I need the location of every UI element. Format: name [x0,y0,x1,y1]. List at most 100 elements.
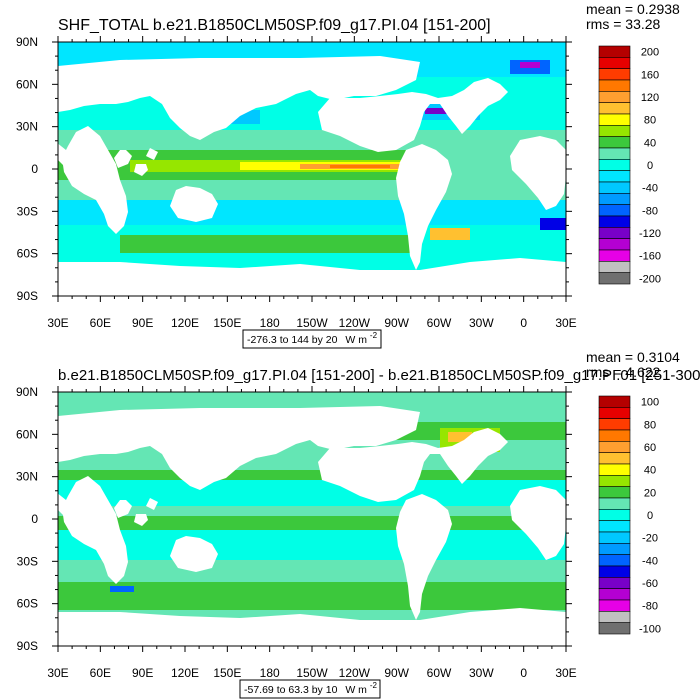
top-y-tick-label: 0 [31,162,38,176]
bottom-colorbar-swatch [598,520,631,533]
top-range-label: -276.3 to 144 by 20 [247,334,338,346]
bottom-colorbar-swatch [598,531,631,544]
top-colorbar-label: -40 [642,183,658,195]
bottom-colorbar-swatch [598,565,631,578]
bottom-colorbar-label: 60 [644,442,656,454]
top-y-tick-labels: 90N 60N 30N 0 30S 60S 90S [16,35,38,303]
top-colorbar-swatch [598,272,631,285]
top-colorbar-swatch [598,238,631,251]
top-colorbar-swatch [598,102,631,115]
bottom-range-box: -57.69 to 63.3 by 10 W m -2 [239,679,381,699]
bottom-y-tick-label: 30N [16,470,38,484]
top-colorbar-label: 40 [644,137,656,149]
top-panel: SHF_TOTAL b.e21.B1850CLM50SP.f09_g17.PI.… [16,1,680,349]
bottom-stat-mean: mean = 0.3104 [586,349,680,365]
top-y-tick-label: 90N [16,35,38,49]
bottom-colorbar-label: 80 [644,419,656,431]
bottom-stat-rms: rms = 4.622 [586,364,661,380]
top-range-box: -276.3 to 144 by 20 W m -2 [242,329,382,349]
top-y-tick-label: 60N [16,77,38,91]
bottom-title: b.e21.B1850CLM50SP.f09_g17.PI.04 [151-20… [58,367,700,384]
top-colorbar-swatch [598,181,631,194]
bottom-colorbar-swatch [598,509,631,521]
bottom-y-tick-label: 60N [16,427,38,441]
bottom-colorbar-swatch [598,577,631,589]
top-y-tick-label: 90S [17,289,38,303]
bottom-colorbar-swatch [598,543,631,555]
top-x-tick-label: 150W [296,316,328,330]
top-colorbar-swatch [598,215,631,228]
top-colorbar-swatch [598,227,631,239]
top-colorbar: 200 160 120 80 40 0 -40 -80 -120 -160 -200 [598,45,661,285]
top-stat-mean: mean = 0.2938 [586,1,680,17]
bottom-map-field [58,392,566,646]
top-colorbar-swatch [598,113,631,126]
bottom-colorbar-label: 40 [644,465,656,477]
top-colorbar-swatch [598,204,631,217]
bottom-colorbar-label: -20 [642,533,658,545]
top-x-tick-labels: 30E 60E 90E 120E 150E 180 150W 120W 90W 60W 30W 0 30… [47,316,576,330]
bottom-axis-ticks [52,386,572,652]
bottom-x-tick-label: 60W [427,666,452,680]
top-colorbar-swatch [598,45,631,58]
bottom-x-tick-label: 150E [213,666,241,680]
top-colorbar-swatch [598,170,631,183]
bottom-colorbar-swatch [598,441,631,453]
bottom-y-tick-label: 90N [16,385,38,399]
top-colorbar-swatch [598,159,631,171]
top-map-field [58,42,566,296]
top-colorbar-swatch [598,147,631,160]
bottom-colorbar-label: -40 [642,555,658,567]
top-colorbar-swatch [598,91,631,103]
top-colorbar-label: 80 [644,115,656,127]
bottom-colorbar-label: 100 [641,397,659,409]
bottom-x-tick-label: 90W [384,666,409,680]
top-stat-rms: rms = 33.28 [586,16,661,32]
bottom-x-tick-label: 90E [132,666,153,680]
top-colorbar-swatch [598,68,631,81]
top-x-tick-label: 150E [213,316,241,330]
bottom-colorbar-swatch [598,554,631,567]
bottom-colorbar-swatch [598,463,631,476]
top-colorbar-swatch [598,79,631,92]
bottom-colorbar-label: -80 [642,601,658,613]
top-y-tick-label: 30S [17,204,38,218]
top-x-tick-label: 90E [132,316,153,330]
bottom-x-tick-label: 180 [260,666,280,680]
top-colorbar-swatch [598,136,631,149]
bottom-y-tick-label: 60S [17,597,38,611]
bottom-colorbar: 100 80 60 40 20 0 -20 -40 -60 -80 -100 [598,395,661,635]
bottom-x-tick-label: 150W [296,666,328,680]
bottom-range-label: -57.69 to 63.3 by 10 [244,684,338,696]
top-units-label: W m [345,334,367,346]
top-colorbar-label: -80 [642,205,658,217]
bottom-y-tick-label: 30S [17,554,38,568]
top-colorbar-label: -160 [639,251,661,263]
top-x-tick-label: 120W [339,316,371,330]
bottom-x-tick-label: 60E [90,666,111,680]
bottom-colorbar-swatch [598,452,631,465]
bottom-colorbar-label: -100 [639,623,661,635]
bottom-panel: b.e21.B1850CLM50SP.f09_g17.PI.04 [151-20… [16,349,700,699]
bottom-colorbar-label: 0 [647,510,653,522]
svg-text:-57.69 to 63.3 by 10 W: -57.69 to 63.3 by 10 W m -2 [244,681,377,696]
svg-text:-276.3 to 144 by 20 W: -276.3 to 144 by 20 W m -2 [247,331,378,346]
top-title: SHF_TOTAL b.e21.B1850CLM50SP.f09_g17.PI.… [58,17,491,34]
bottom-x-tick-label: 30W [469,666,494,680]
top-colorbar-label: 0 [647,160,653,172]
top-x-tick-label: 30W [469,316,494,330]
bottom-y-tick-label: 0 [31,512,38,526]
top-x-tick-label: 120E [171,316,199,330]
bottom-colorbar-label: -60 [642,578,658,590]
top-x-tick-label: 180 [260,316,280,330]
top-x-tick-label: 30E [555,316,576,330]
bottom-colorbar-swatch [598,475,631,487]
bottom-colorbar-swatch [598,429,631,442]
top-axis-ticks [52,36,572,302]
bottom-x-tick-label: 30E [47,666,68,680]
top-colorbar-label: -120 [639,228,661,240]
top-x-tick-label: 30E [47,316,68,330]
top-colorbar-swatch [598,57,631,69]
bottom-x-tick-labels: 30E 60E 90E 120E 150E 180 150W 120W 90W 60W 30W 0 30… [47,666,576,680]
bottom-x-tick-label: 0 [520,666,527,680]
